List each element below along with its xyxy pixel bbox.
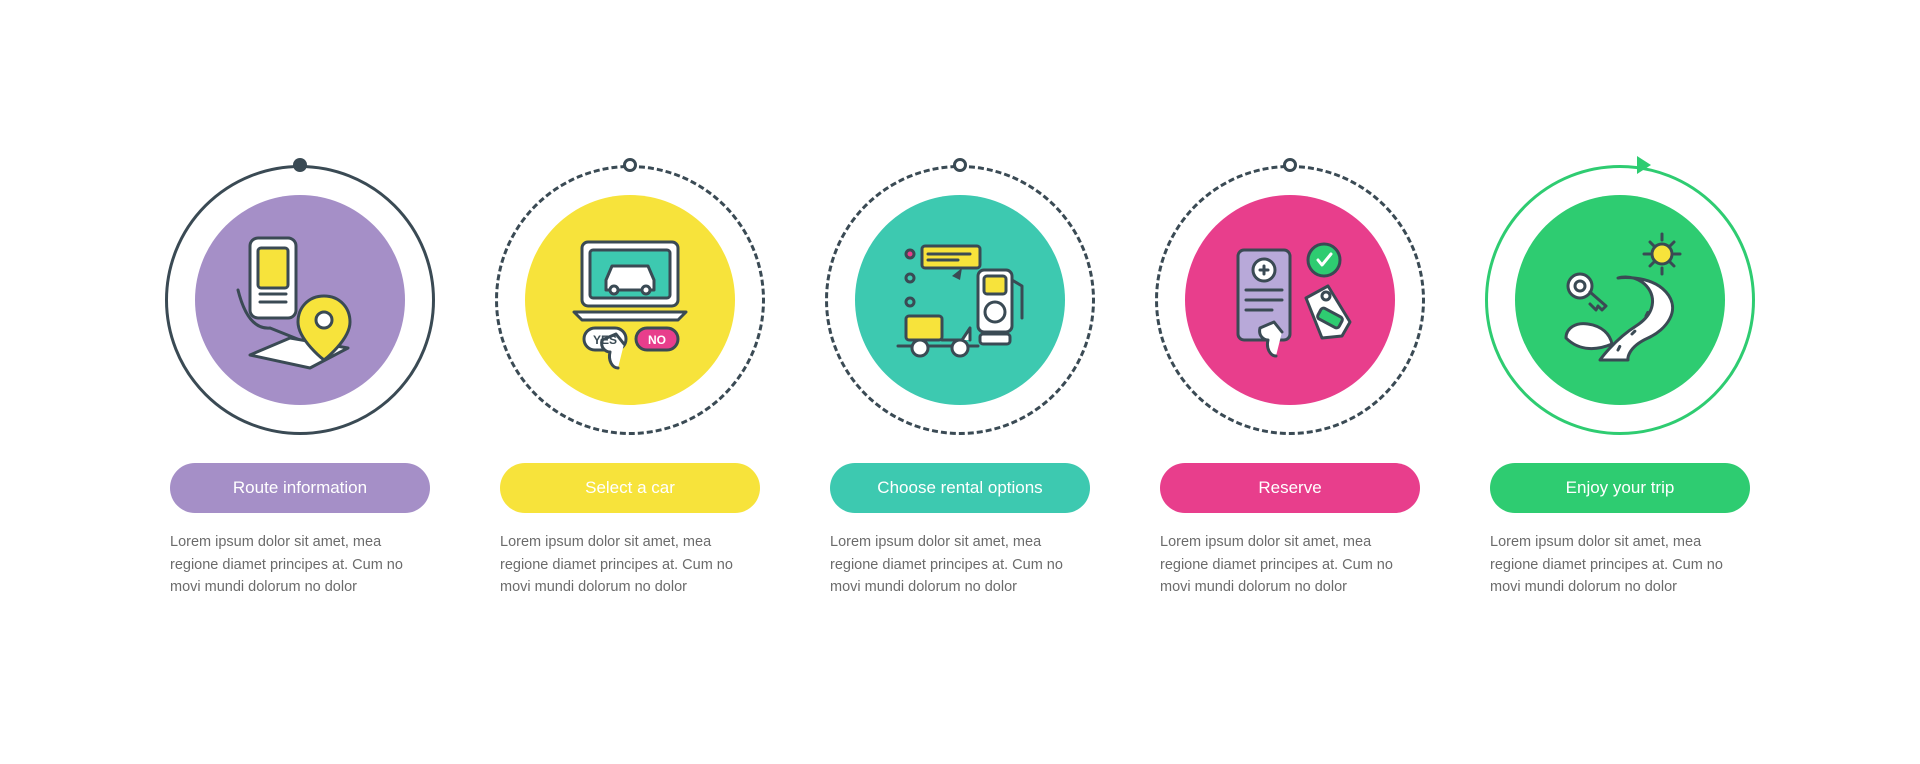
step-reserve: Reserve Lorem ipsum dolor sit amet, mea r… (1145, 165, 1435, 598)
step-title-pill: Reserve (1160, 463, 1420, 513)
step-description: Lorem ipsum dolor sit amet, mea regione … (1490, 531, 1750, 598)
phone-map-pin-icon (220, 220, 380, 380)
step-route-info: Route information Lorem ipsum dolor sit a… (155, 165, 445, 598)
step-title-pill: Enjoy your trip (1490, 463, 1750, 513)
step-description: Lorem ipsum dolor sit amet, mea regione … (1160, 531, 1420, 598)
ring-wrapper (1485, 165, 1755, 435)
step-description: Lorem ipsum dolor sit amet, mea regione … (170, 531, 430, 598)
step-rental-options: Choose rental options Lorem ipsum dolor s… (815, 165, 1105, 598)
ring-wrapper (825, 165, 1095, 435)
ring-marker-dot-icon (1283, 158, 1297, 172)
ring-marker-dot-icon (293, 158, 307, 172)
step-description: Lorem ipsum dolor sit amet, mea regione … (830, 531, 1090, 598)
inner-circle: YES NO (525, 195, 735, 405)
inner-circle (855, 195, 1065, 405)
reserve-tag-check-icon (1210, 220, 1370, 380)
inner-circle (195, 195, 405, 405)
ring-marker-arrow-icon (1637, 156, 1651, 174)
ring-marker-dot-icon (953, 158, 967, 172)
ring-wrapper: YES NO (495, 165, 765, 435)
step-select-car: YES NO Select a car Lorem ipsum dolor sit… (485, 165, 775, 598)
step-title-pill: Route information (170, 463, 430, 513)
road-sun-key-icon (1540, 220, 1700, 380)
ring-marker-dot-icon (623, 158, 637, 172)
step-title-pill: Select a car (500, 463, 760, 513)
svg-text:YES: YES (593, 333, 617, 347)
fuel-truck-options-icon (880, 220, 1040, 380)
step-title-pill: Choose rental options (830, 463, 1090, 513)
ring-wrapper (1155, 165, 1425, 435)
laptop-car-choice-icon: YES NO (550, 220, 710, 380)
svg-text:NO: NO (648, 333, 666, 347)
step-enjoy-trip: Enjoy your trip Lorem ipsum dolor sit ame… (1475, 165, 1765, 598)
ring-wrapper (165, 165, 435, 435)
inner-circle (1515, 195, 1725, 405)
step-description: Lorem ipsum dolor sit amet, mea regione … (500, 531, 760, 598)
inner-circle (1185, 195, 1395, 405)
